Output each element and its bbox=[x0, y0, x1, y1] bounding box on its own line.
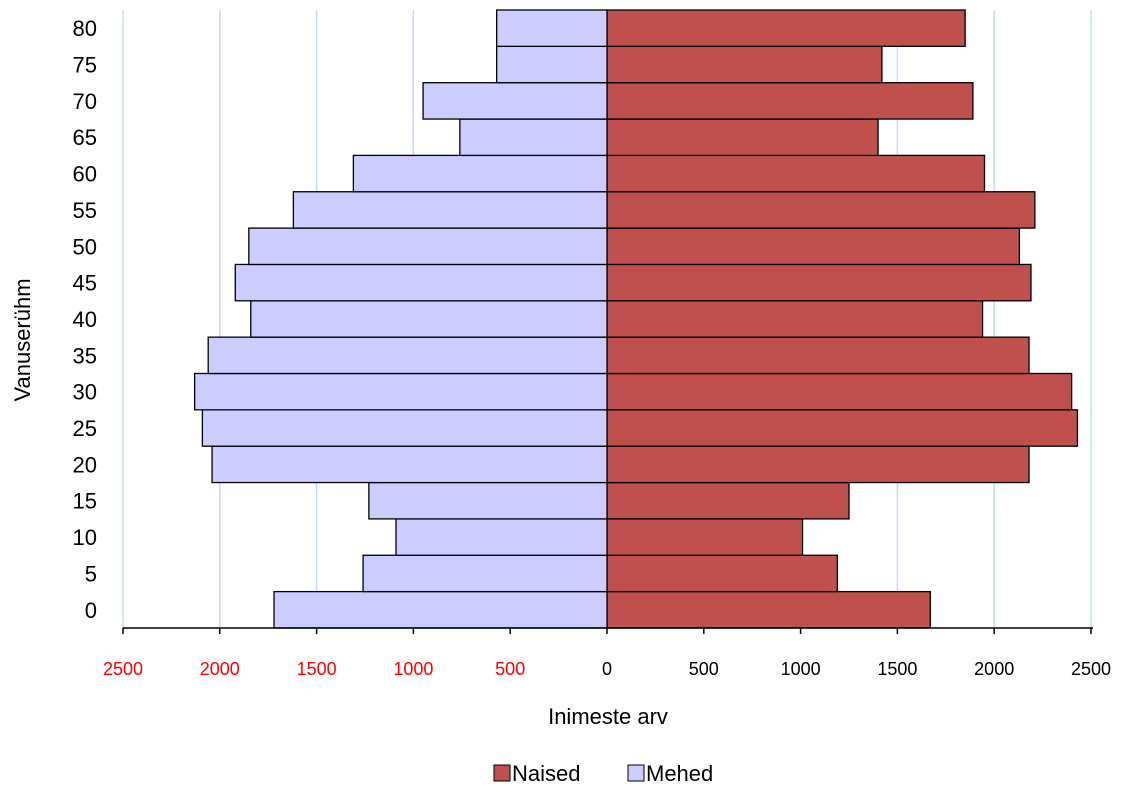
legend-swatch-mehed bbox=[627, 764, 645, 782]
y-tick-label-45: 45 bbox=[73, 271, 97, 296]
bar-naised-5 bbox=[606, 554, 839, 593]
x-tick-label-6: 500 bbox=[689, 659, 719, 679]
bar-naised-60 bbox=[606, 154, 986, 193]
x-tick-label-1: 2000 bbox=[200, 659, 240, 679]
bar-naised-55 bbox=[606, 191, 1036, 229]
y-tick-label-50: 50 bbox=[73, 234, 97, 259]
bar-naised-80 bbox=[606, 9, 966, 47]
bar-naised-35 bbox=[606, 336, 1030, 375]
bar-naised-70 bbox=[606, 82, 974, 120]
bar-naised-25 bbox=[606, 409, 1079, 447]
y-tick-label-30: 30 bbox=[73, 380, 97, 405]
bar-naised-15 bbox=[606, 481, 850, 520]
x-tick-label-5: 0 bbox=[602, 659, 612, 679]
y-tick-label-5: 5 bbox=[85, 561, 97, 586]
legend-label-naised: Naised bbox=[512, 761, 580, 786]
legend-swatch-naised bbox=[493, 764, 511, 782]
y-tick-label-80: 80 bbox=[73, 16, 97, 41]
bar-naised-50 bbox=[606, 227, 1021, 266]
bar-naised-0 bbox=[606, 590, 931, 629]
bar-mehed-25 bbox=[201, 409, 608, 447]
x-axis-title: Inimeste arv bbox=[548, 704, 668, 729]
bar-mehed-75 bbox=[495, 45, 608, 84]
bar-mehed-65 bbox=[459, 118, 608, 157]
bar-mehed-10 bbox=[395, 518, 608, 556]
bar-naised-10 bbox=[606, 518, 804, 556]
legend-label-mehed: Mehed bbox=[646, 761, 713, 786]
bar-naised-65 bbox=[606, 118, 879, 157]
y-tick-label-60: 60 bbox=[73, 162, 97, 187]
bar-naised-20 bbox=[606, 445, 1030, 484]
y-tick-label-65: 65 bbox=[73, 125, 97, 150]
bar-mehed-5 bbox=[362, 554, 608, 593]
legend: Naised Mehed bbox=[493, 761, 713, 786]
bar-naised-40 bbox=[606, 300, 984, 338]
y-axis-title: Vanuserühm bbox=[10, 278, 35, 401]
bar-mehed-20 bbox=[211, 445, 608, 484]
x-tick-label-0: 2500 bbox=[103, 659, 143, 679]
x-tick-label-2: 1500 bbox=[297, 659, 337, 679]
bar-naised-75 bbox=[606, 45, 883, 84]
bar-mehed-35 bbox=[207, 336, 608, 375]
bar-mehed-60 bbox=[352, 154, 608, 193]
y-tick-label-10: 10 bbox=[73, 525, 97, 550]
bar-mehed-80 bbox=[495, 9, 608, 47]
x-tick-label-3: 1000 bbox=[393, 659, 433, 679]
y-tick-label-75: 75 bbox=[73, 53, 97, 78]
bar-mehed-50 bbox=[248, 227, 608, 266]
y-tick-label-25: 25 bbox=[73, 416, 97, 441]
bar-naised-30 bbox=[606, 372, 1073, 411]
bar-mehed-40 bbox=[250, 300, 608, 338]
x-tick-label-10: 2500 bbox=[1071, 659, 1111, 679]
bar-mehed-15 bbox=[368, 481, 608, 520]
y-tick-label-40: 40 bbox=[73, 307, 97, 332]
y-tick-label-35: 35 bbox=[73, 343, 97, 368]
y-tick-label-15: 15 bbox=[73, 489, 97, 514]
bar-naised-45 bbox=[606, 263, 1032, 302]
bar-mehed-0 bbox=[273, 590, 608, 629]
x-tick-label-7: 1000 bbox=[781, 659, 821, 679]
bar-mehed-30 bbox=[193, 372, 608, 411]
y-tick-label-70: 70 bbox=[73, 89, 97, 114]
bar-mehed-45 bbox=[234, 263, 608, 302]
x-tick-label-4: 500 bbox=[495, 659, 525, 679]
bars bbox=[193, 9, 1079, 629]
x-tick-label-9: 2000 bbox=[974, 659, 1014, 679]
bar-mehed-70 bbox=[422, 82, 608, 120]
x-tick-label-8: 1500 bbox=[877, 659, 917, 679]
y-tick-label-55: 55 bbox=[73, 198, 97, 223]
y-tick-label-20: 20 bbox=[73, 452, 97, 477]
bar-mehed-55 bbox=[292, 191, 608, 229]
y-tick-label-0: 0 bbox=[85, 598, 97, 623]
axes: 0 5 10 15 20 25 30 35 40 45 50 55 60 65 70 75 80 2500 2000… bbox=[73, 16, 1112, 679]
